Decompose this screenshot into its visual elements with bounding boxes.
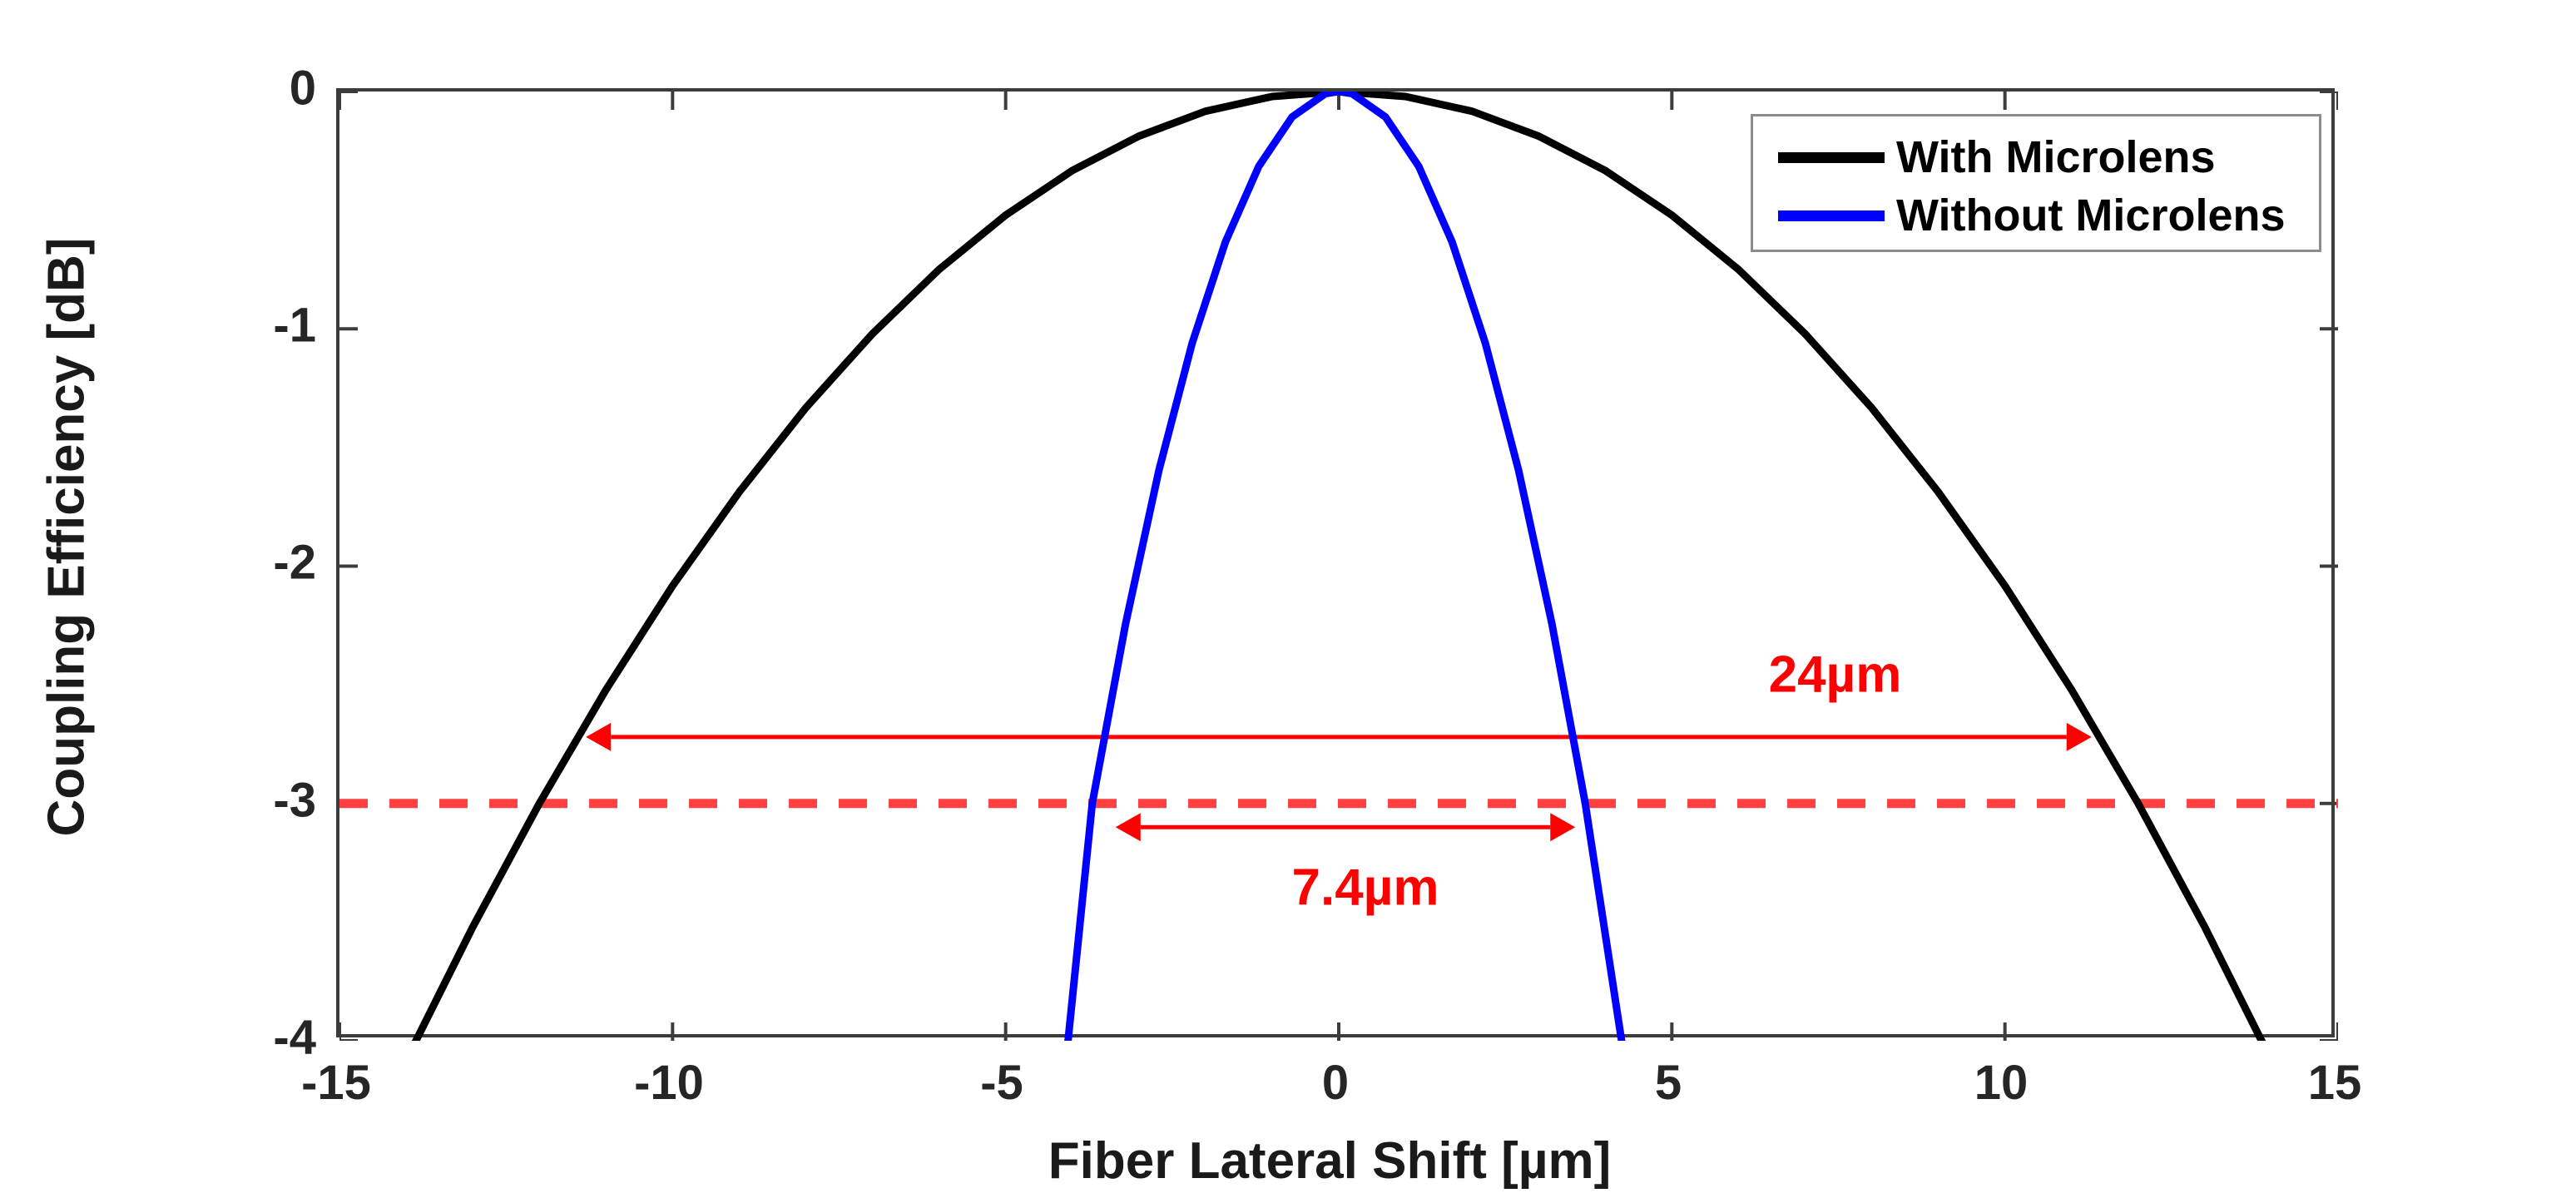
- data-curve-group: [411, 92, 2266, 1041]
- y-tick-label-1: -1: [273, 298, 316, 353]
- y-tick-label-4: -4: [273, 1010, 316, 1065]
- legend-entry-without-microlens[interactable]: Without Microlens: [1753, 186, 2319, 245]
- legend-swatch-without-microlens: [1778, 210, 1885, 221]
- annotation-label-outer: 24µm: [1768, 646, 1902, 704]
- x-axis-title: Fiber Lateral Shift [µm]: [0, 1131, 2576, 1191]
- legend-entry-with-microlens[interactable]: With Microlens: [1753, 128, 2319, 186]
- x-axis-title-text: Fiber Lateral Shift [µm]: [1048, 1132, 1612, 1190]
- x-tick-label-6: 15: [2307, 1056, 2362, 1110]
- y-axis-title: Coupling Efficiency [dB]: [37, 237, 96, 837]
- x-tick-label-0: -15: [301, 1056, 371, 1110]
- y-tick-label-0: 0: [289, 61, 316, 116]
- y-tick-label-2: -2: [273, 535, 316, 590]
- legend-label-with-microlens: With Microlens: [1896, 132, 2216, 182]
- x-tick-label-2: -5: [980, 1056, 1023, 1110]
- legend-label-without-microlens: Without Microlens: [1896, 191, 2286, 240]
- legend-box: With Microlens Without Microlens: [1751, 114, 2321, 252]
- annotation-arrow-group: [586, 722, 2092, 842]
- plot-svg: [339, 92, 2338, 1041]
- x-tick-label-5: 10: [1974, 1056, 2029, 1110]
- x-tick-label-4: 5: [1654, 1056, 1682, 1110]
- x-tick-label-1: -10: [634, 1056, 704, 1110]
- y-tick-label-3: -3: [273, 773, 316, 828]
- legend-swatch-with-microlens: [1778, 151, 1885, 163]
- x-tick-label-3: 0: [1321, 1056, 1350, 1110]
- annotation-label-inner: 7.4µm: [1291, 859, 1439, 917]
